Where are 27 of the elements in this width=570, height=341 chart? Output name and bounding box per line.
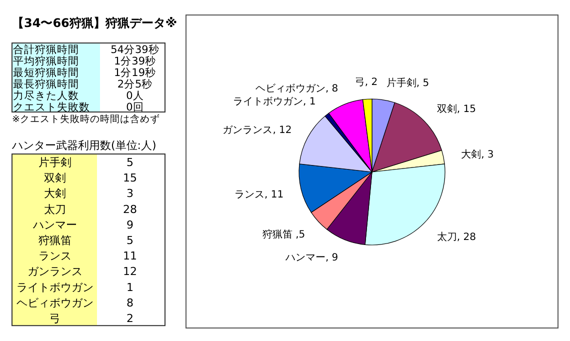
slice-label: 双剣 [436,103,457,116]
data-label: ,5 [292,230,306,241]
slice-label: ヘビィボウガン [255,84,326,95]
slice-label: ハンマー [284,252,326,264]
data-label: , 15 [456,104,476,116]
data-label: , 9 [325,252,338,264]
stats-table: 合計狩猟時間 54分39秒 平均狩猟時間 1分39秒 最短狩猟時間 1分19秒 最長狩猟時間 2分5秒 力尽きた人数 0人 クエスト失敗数 0回 [12,42,166,114]
slice-label: 弓 [354,77,365,88]
data-label: , 28 [456,232,476,243]
text: ハンター武器利用数(単位:人) [11,139,156,152]
slice-label: 太刀 [436,230,457,243]
slice-label: 大剣 [461,148,482,160]
data-label: , 2 [364,77,378,88]
weapon-table: 片手剣 5 双剣 15 大剣 3 太刀 28 ハンマー 9 狩猟笛 5 ランス 11 ガンランス 12 ライトボウガン 1 ヘビィボウガン 8 弓 2 [12,154,166,326]
data-label: , 11 [264,189,284,200]
text: 【34〜66狩猟】狩猟データ※ [12,16,178,30]
data-label: , 3 [481,149,494,160]
data-label: , 5 [416,78,430,90]
slice-label: 片手剣 [386,77,416,90]
slice-label: 狩猟笛 [262,228,292,241]
data-label: , 12 [272,125,292,136]
slice-label: ランス [234,189,264,200]
data-label: , 1 [303,96,316,108]
slice-label: ライトボウガン [233,96,304,108]
data-label: , 8 [325,84,338,95]
slice-label: ガンランス [222,125,273,136]
text: ※クエスト失敗時の時間は含めず [12,113,160,125]
